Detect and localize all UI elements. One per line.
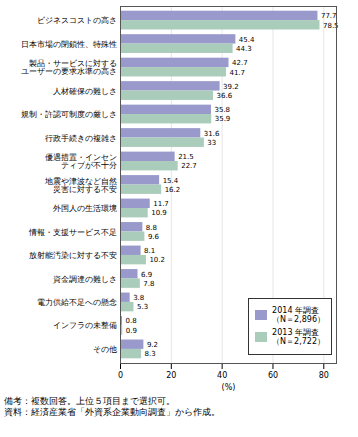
svg-text:放射能汚染に対する不安: 放射能汚染に対する不安 [29,251,117,260]
svg-text:資金調達の難しさ: 資金調達の難しさ [53,275,117,284]
svg-text:人材確保の難しさ: 人材確保の難しさ [53,87,117,96]
html-text:資料：経済産業省「外資系企業動向調査」から作成。: 資料：経済産業省「外資系企業動向調査」から作成。 [4,407,220,418]
svg-text:行政手続きの複雑さ: 行政手続きの複雑さ [45,134,117,143]
svg-text:8.1: 8.1 [144,247,155,255]
svg-text:(%): (%) [222,383,236,392]
svg-text:78.5: 78.5 [323,21,339,30]
svg-text:20: 20 [166,371,176,380]
html-text:備考：複数回答。上位５項目まで選択可。: 備考：複数回答。上位５項目まで選択可。 [4,396,175,406]
svg-text:9.6: 9.6 [148,233,160,241]
svg-text:22.7: 22.7 [181,162,197,170]
svg-text:5.3: 5.3 [137,303,148,311]
svg-text:0.9: 0.9 [126,327,137,335]
svg-text:0: 0 [118,371,123,380]
svg-text:3.8: 3.8 [133,294,144,302]
svg-text:7.8: 7.8 [143,280,154,288]
svg-text:インフラの未整備: インフラの未整備 [53,321,117,330]
svg-text:10.2: 10.2 [149,256,165,264]
svg-text:36.6: 36.6 [217,92,233,100]
svg-text:10.9: 10.9 [151,209,167,217]
svg-text:60: 60 [268,371,278,380]
svg-text:35.9: 35.9 [215,115,231,123]
svg-text:80: 80 [319,371,329,380]
svg-text:41.7: 41.7 [229,69,245,77]
html-text:2014 年調査 （N＝2,896）: 2014 年調査 （N＝2,896） [272,305,325,325]
svg-text:44.3: 44.3 [236,45,252,53]
svg-text:77.7: 77.7 [321,12,337,20]
svg-text:33: 33 [207,139,216,147]
html-text:2013 年調査 （N＝2,722）: 2013 年調査 （N＝2,722） [272,327,325,347]
svg-text:その他: その他 [93,345,117,354]
svg-text:規制・許認可制度の厳しさ: 規制・許認可制度の厳しさ [21,110,117,119]
svg-text:外国人の生活環境: 外国人の生活環境 [53,204,117,213]
svg-text:8.3: 8.3 [145,350,156,358]
svg-text:16.2: 16.2 [165,186,181,194]
svg-text:45.4: 45.4 [239,36,255,44]
svg-text:11.7: 11.7 [153,200,169,208]
svg-text:42.7: 42.7 [232,59,248,67]
svg-text:9.2: 9.2 [147,341,158,349]
svg-text:6.9: 6.9 [141,270,152,278]
svg-text:39.2: 39.2 [223,83,239,91]
svg-text:31.6: 31.6 [204,130,220,138]
svg-text:8.8: 8.8 [146,224,157,232]
svg-text:21.5: 21.5 [178,153,194,161]
svg-text:地震や津波など自然災害に対する不安: 地震や津波など自然災害に対する不安 [44,177,117,194]
svg-text:製品・サービスに対するユーザーの要求水準の高さ: 製品・サービスに対するユーザーの要求水準の高さ [21,59,117,76]
svg-text:15.4: 15.4 [163,177,179,185]
svg-text:情報・支援サービス不足: 情報・支援サービス不足 [28,228,117,237]
svg-text:40: 40 [217,371,227,380]
svg-text:ビジネスコストの高さ: ビジネスコストの高さ [37,16,117,25]
svg-text:35.8: 35.8 [214,106,230,114]
svg-text:0.8: 0.8 [126,317,137,325]
svg-text:優遇措置・インセンティブが不十分: 優遇措置・インセンティブが不十分 [45,153,117,170]
svg-text:電力供給不足への懸念: 電力供給不足への懸念 [37,298,117,307]
svg-text:日本市場の閉鎖性、特殊性: 日本市場の閉鎖性、特殊性 [21,40,117,49]
